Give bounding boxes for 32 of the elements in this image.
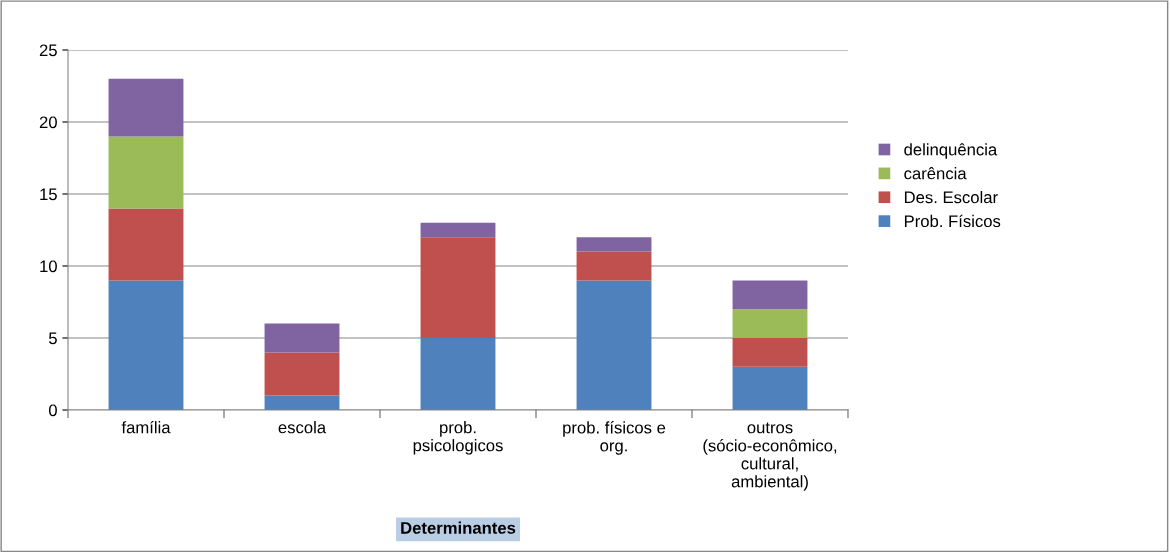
bar bbox=[420, 338, 496, 410]
bar bbox=[732, 338, 808, 367]
x-tick-label: prob. físicos e org. bbox=[563, 421, 666, 455]
legend-label: Prob. Físicos bbox=[904, 214, 1001, 228]
bar bbox=[108, 280, 184, 410]
bar bbox=[576, 251, 652, 281]
y-tick-label: 25 bbox=[39, 44, 57, 57]
y-tick-label: 15 bbox=[40, 188, 57, 201]
x-axis-title: Determinantes bbox=[401, 521, 516, 534]
bar bbox=[576, 280, 652, 410]
x-tick-label: escola bbox=[278, 421, 327, 434]
bar bbox=[264, 352, 340, 396]
bar bbox=[108, 208, 184, 281]
bar bbox=[732, 280, 808, 310]
legend-label: carência bbox=[904, 167, 967, 180]
legend-label: Des. Escolar bbox=[904, 190, 998, 204]
y-tick-label: 5 bbox=[48, 332, 57, 345]
bar bbox=[732, 366, 808, 410]
bar bbox=[108, 78, 184, 137]
y-tick-label: 0 bbox=[48, 404, 57, 417]
bar bbox=[576, 237, 652, 252]
x-tick-label: outros (sócio-econômico, cultural, ambiental) bbox=[703, 422, 837, 491]
legend-label: delinquência bbox=[904, 143, 998, 159]
bar bbox=[108, 136, 184, 209]
x-tick-label: família bbox=[121, 420, 171, 434]
bar bbox=[420, 222, 496, 238]
x-tick-label: prob. psicologicos bbox=[413, 421, 503, 455]
bar bbox=[264, 323, 340, 353]
bar bbox=[420, 237, 496, 338]
bar bbox=[732, 309, 808, 338]
y-tick-label: 10 bbox=[40, 260, 57, 273]
y-tick-label: 20 bbox=[39, 116, 57, 129]
